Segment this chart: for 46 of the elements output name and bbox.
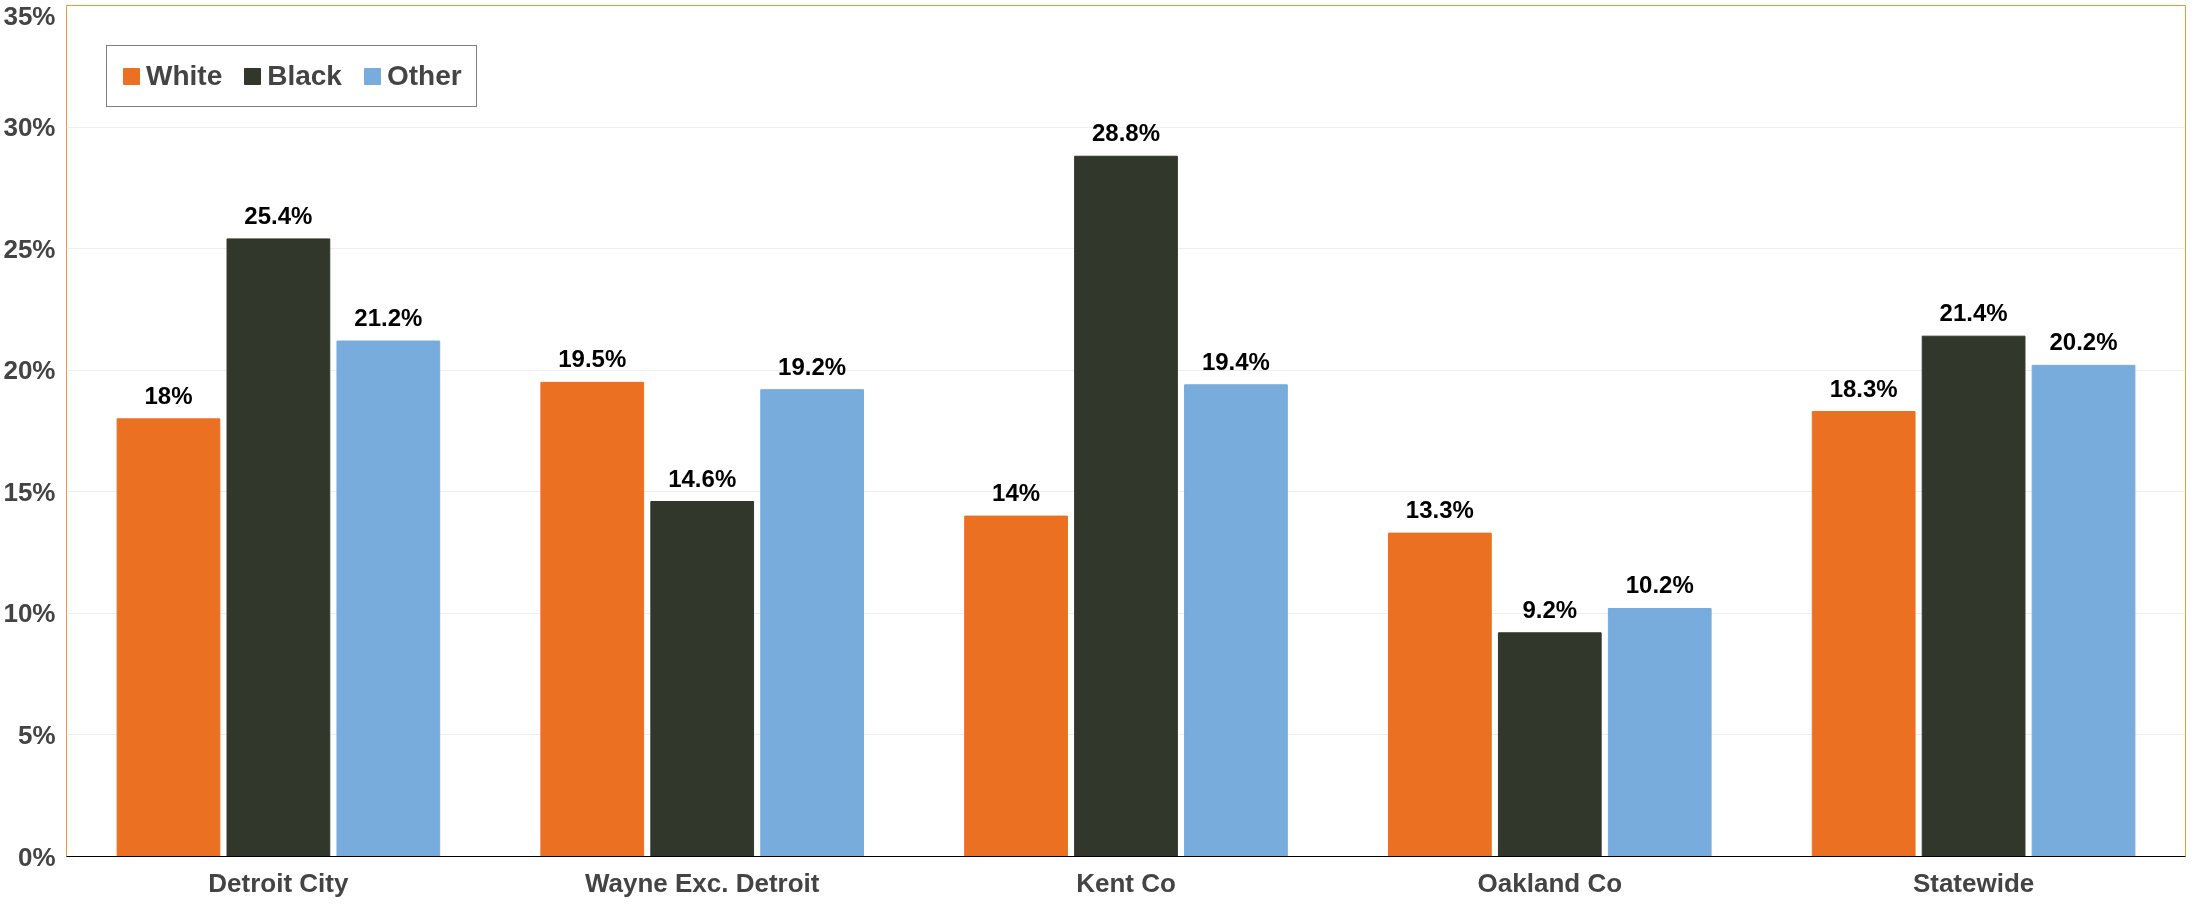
data-label: 14.6% — [668, 464, 737, 492]
y-tick-label: 30% — [3, 112, 56, 143]
bar — [1921, 335, 2026, 857]
bar — [116, 418, 221, 857]
data-label: 20.2% — [2049, 328, 2118, 356]
data-label: 18% — [144, 381, 193, 409]
y-tick-label: 0% — [17, 841, 56, 872]
bar — [226, 238, 331, 857]
x-tick-label: Kent Co — [1076, 867, 1176, 898]
bar — [1607, 607, 1712, 857]
y-tick-label: 15% — [3, 476, 56, 507]
bar — [1184, 384, 1288, 857]
data-label: 21.4% — [1939, 299, 2008, 327]
data-label: 10.2% — [1625, 571, 1694, 599]
x-tick-label: Detroit City — [208, 867, 349, 898]
data-label: 13.3% — [1405, 496, 1474, 524]
data-label: 19.5% — [558, 345, 627, 373]
bar — [1497, 632, 1602, 857]
x-tick-label: Wayne Exc. Detroit — [584, 867, 820, 898]
y-tick-label: 25% — [3, 233, 56, 264]
data-label: 19.2% — [778, 352, 847, 380]
y-tick-label: 5% — [17, 719, 56, 750]
bar — [760, 389, 864, 857]
bar — [650, 501, 755, 857]
bar — [1388, 532, 1492, 857]
data-label: 25.4% — [244, 201, 313, 229]
bar — [540, 381, 645, 857]
bar — [1074, 155, 1178, 857]
bar — [2031, 364, 2136, 857]
legend-label: Other — [386, 60, 462, 92]
data-label: 19.4% — [1201, 347, 1270, 375]
data-label: 9.2% — [1522, 595, 1578, 623]
legend-label: Black — [267, 60, 342, 92]
data-label: 14% — [992, 479, 1041, 507]
x-tick-label: Oakland Co — [1477, 867, 1623, 898]
legend-label: White — [146, 60, 223, 92]
y-tick-label: 10% — [3, 598, 56, 629]
y-tick-label: 20% — [3, 355, 56, 386]
bar — [964, 515, 1068, 857]
bar — [1811, 411, 1916, 857]
y-tick-label: 35% — [3, 0, 56, 31]
bar — [336, 340, 441, 857]
data-label: 28.8% — [1091, 119, 1161, 147]
data-label: 18.3% — [1829, 374, 1898, 402]
data-label: 21.2% — [354, 304, 423, 332]
x-tick-label: Statewide — [1912, 867, 2035, 898]
